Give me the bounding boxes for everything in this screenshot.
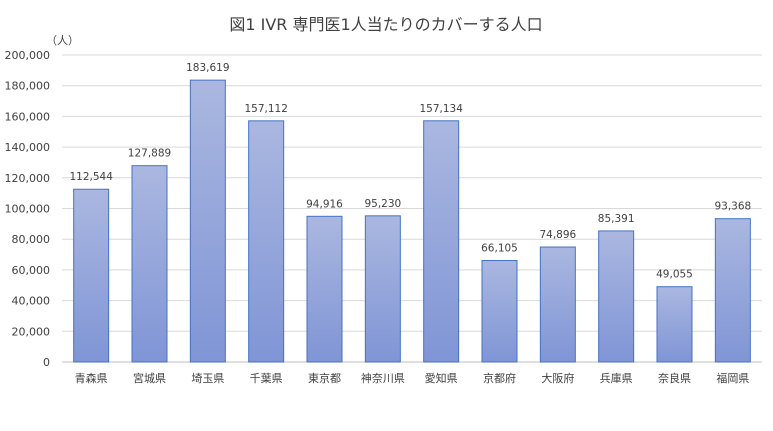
bars [73, 79, 751, 363]
y-axis-ticks: 0 20,000 40,000 60,000 80,000 100,000 120,000 1… [5, 49, 51, 369]
data-label: 112,544 [69, 171, 113, 183]
data-label: 93,368 [714, 201, 751, 213]
gridlines [62, 54, 762, 363]
bar-3 [248, 120, 285, 363]
y-tick-label: 20,000 [12, 325, 51, 338]
y-tick-label: 120,000 [5, 172, 51, 185]
y-tick-label: 0 [43, 356, 50, 369]
bar-11 [714, 218, 751, 363]
data-label: 94,916 [306, 198, 343, 210]
x-tick-label: 青森県 [75, 371, 108, 385]
data-label: 183,619 [186, 62, 229, 74]
y-tick-label: 40,000 [12, 295, 51, 308]
y-tick-label: 180,000 [5, 80, 51, 93]
data-label: 74,896 [539, 229, 576, 241]
x-tick-label: 愛知県 [425, 371, 458, 385]
data-label: 95,230 [364, 198, 401, 210]
data-label: 127,889 [128, 148, 171, 160]
bar-1 [131, 165, 168, 363]
y-tick-label: 60,000 [12, 264, 51, 277]
x-tick-label: 奈良県 [658, 371, 691, 385]
chart-title: 図1 IVR 専門医1人当たりのカバーする人口 [229, 15, 542, 34]
y-tick-label: 80,000 [12, 233, 51, 246]
x-tick-label: 埼玉県 [191, 371, 224, 385]
x-tick-label: 大阪府 [541, 371, 574, 385]
data-label: 157,134 [419, 103, 463, 115]
x-axis-ticks: 青森県 宮城県 埼玉県 千葉県 東京都 神奈川県 愛知県 京都府 大阪府 兵庫県 奈良県 福岡県 [75, 371, 750, 385]
x-tick-label: 東京都 [308, 371, 341, 385]
bar-4 [306, 215, 343, 363]
data-label: 157,112 [244, 103, 287, 115]
y-tick-label: 140,000 [5, 141, 51, 154]
x-tick-label: 京都府 [483, 371, 516, 385]
x-tick-label: 千葉県 [250, 371, 283, 385]
x-tick-label: 兵庫県 [600, 371, 633, 385]
data-label: 66,105 [481, 243, 518, 255]
y-tick-label: 160,000 [5, 110, 51, 123]
data-labels: 112,544 127,889 183,619 157,112 94,916 95,230… [69, 62, 751, 281]
bar-5 [364, 215, 401, 363]
data-label: 85,391 [598, 213, 635, 225]
bar-0 [73, 188, 110, 363]
y-axis-unit-label: （人） [46, 34, 79, 47]
bar-9 [598, 230, 635, 363]
bar-8 [539, 246, 576, 363]
x-tick-label: 神奈川県 [361, 371, 405, 385]
x-tick-label: 宮城県 [133, 371, 166, 385]
y-tick-label: 100,000 [5, 203, 51, 216]
bar-6 [423, 120, 460, 363]
bar-2 [189, 79, 226, 363]
x-tick-label: 福岡県 [716, 371, 749, 385]
y-tick-label: 200,000 [5, 49, 51, 62]
bar-7 [481, 260, 518, 363]
data-label: 49,055 [656, 269, 693, 281]
bar-10 [656, 286, 693, 363]
